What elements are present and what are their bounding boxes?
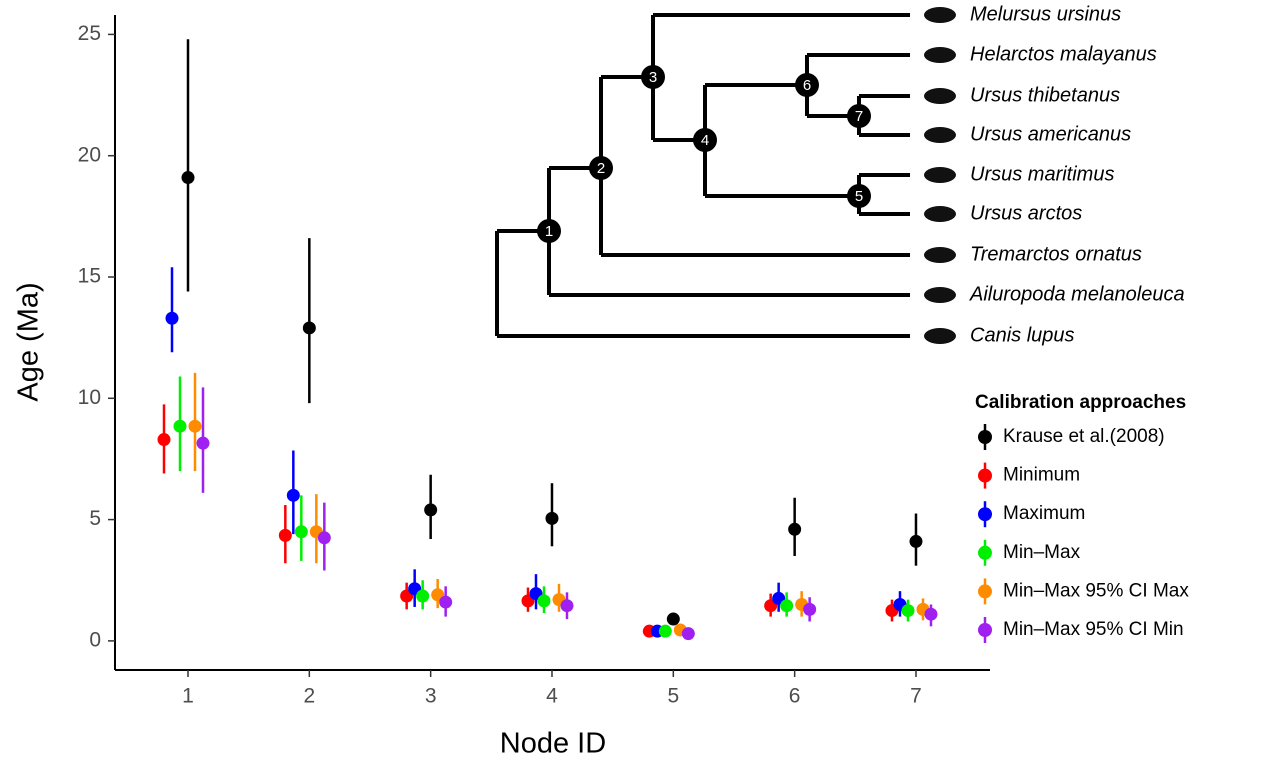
tip-label: Tremarctos ornatus	[970, 243, 1142, 265]
animal-icon	[924, 247, 956, 263]
legend-label: Min–Max 95% CI Max	[1003, 580, 1189, 601]
tree-node	[537, 219, 561, 243]
point	[924, 607, 938, 621]
animal-icon	[924, 287, 956, 303]
node-label: 5	[855, 188, 863, 205]
point	[165, 311, 179, 325]
point	[181, 171, 195, 185]
tree-branches	[495, 13, 910, 338]
y-tick-label: 5	[89, 507, 101, 530]
legend-key-point	[978, 468, 992, 483]
x-tick-label: 1	[182, 685, 194, 708]
point	[424, 503, 438, 517]
point	[188, 419, 202, 433]
point	[909, 534, 923, 548]
y-tick-label: 15	[78, 265, 101, 288]
y-tick-label: 0	[89, 628, 101, 651]
point	[278, 528, 292, 542]
tip-label: Ursus americanus	[970, 123, 1131, 145]
point	[545, 511, 559, 525]
x-tick-label: 4	[546, 685, 558, 708]
x-axis-title: Node ID	[500, 728, 606, 760]
tip-label: Helarctos malayanus	[970, 43, 1157, 65]
tip-label: Ursus maritimus	[970, 163, 1114, 185]
node-label: 3	[649, 69, 657, 86]
tip-label: Ailuropoda melanoleuca	[969, 283, 1185, 305]
legend-key-point	[978, 430, 992, 444]
legend-label: Min–Max	[1003, 542, 1081, 563]
tip-label: Canis lupus	[970, 324, 1075, 346]
animal-icon	[924, 127, 956, 143]
point	[196, 436, 210, 450]
point	[901, 604, 915, 618]
point	[439, 595, 453, 609]
animal-icon	[924, 7, 956, 23]
legend-key-point	[978, 584, 992, 599]
node-label: 6	[803, 77, 811, 94]
tree-node	[847, 184, 871, 208]
node-label: 2	[597, 160, 605, 177]
legend-key-point	[978, 623, 992, 637]
legend-label: Krause et al.(2008)	[1003, 426, 1165, 447]
tree-node	[693, 128, 717, 152]
point	[803, 602, 817, 616]
x-tick-label: 5	[667, 685, 679, 708]
point	[658, 624, 672, 638]
animal-icon	[924, 167, 956, 183]
legend-label: Maximum	[1003, 503, 1085, 524]
point	[157, 433, 171, 447]
animal-icon	[924, 88, 956, 104]
legend-label: Min–Max 95% CI Min	[1003, 619, 1184, 640]
point	[302, 321, 316, 335]
y-axis-title: Age (Ma)	[13, 282, 45, 401]
point	[173, 419, 187, 433]
point	[537, 594, 551, 608]
point	[666, 612, 680, 626]
node-label: 1	[545, 223, 553, 240]
x-tick-label: 3	[425, 685, 437, 708]
tip-label: Melursus ursinus	[970, 3, 1121, 25]
legend-label: Minimum	[1003, 465, 1080, 486]
animal-icon	[924, 328, 956, 344]
point	[560, 599, 574, 613]
x-tick-label: 2	[303, 685, 315, 708]
animal-icon	[924, 47, 956, 63]
y-tick-label: 20	[78, 143, 101, 166]
point	[317, 531, 331, 545]
x-tick-label: 7	[910, 685, 922, 708]
tip-label: Ursus arctos	[970, 202, 1082, 224]
y-tick-label: 10	[78, 386, 101, 409]
tip-label: Ursus thibetanus	[970, 84, 1120, 106]
tree	[495, 13, 910, 338]
node-label: 4	[701, 132, 709, 149]
legend-key-point	[978, 507, 992, 522]
x-tick-label: 6	[789, 685, 801, 708]
node-label: 7	[855, 108, 863, 125]
point	[788, 522, 802, 536]
tree-node	[795, 73, 819, 97]
tree-node	[589, 156, 613, 180]
legend-title: Calibration approaches	[975, 392, 1186, 413]
y-tick-label: 25	[78, 22, 101, 45]
point	[780, 599, 794, 613]
point	[416, 589, 430, 603]
tree-node	[641, 65, 665, 89]
point	[286, 488, 300, 502]
tree-node	[847, 104, 871, 128]
legend-key-point	[978, 545, 992, 560]
point	[294, 525, 308, 539]
point	[681, 627, 695, 641]
animal-icon	[924, 206, 956, 222]
